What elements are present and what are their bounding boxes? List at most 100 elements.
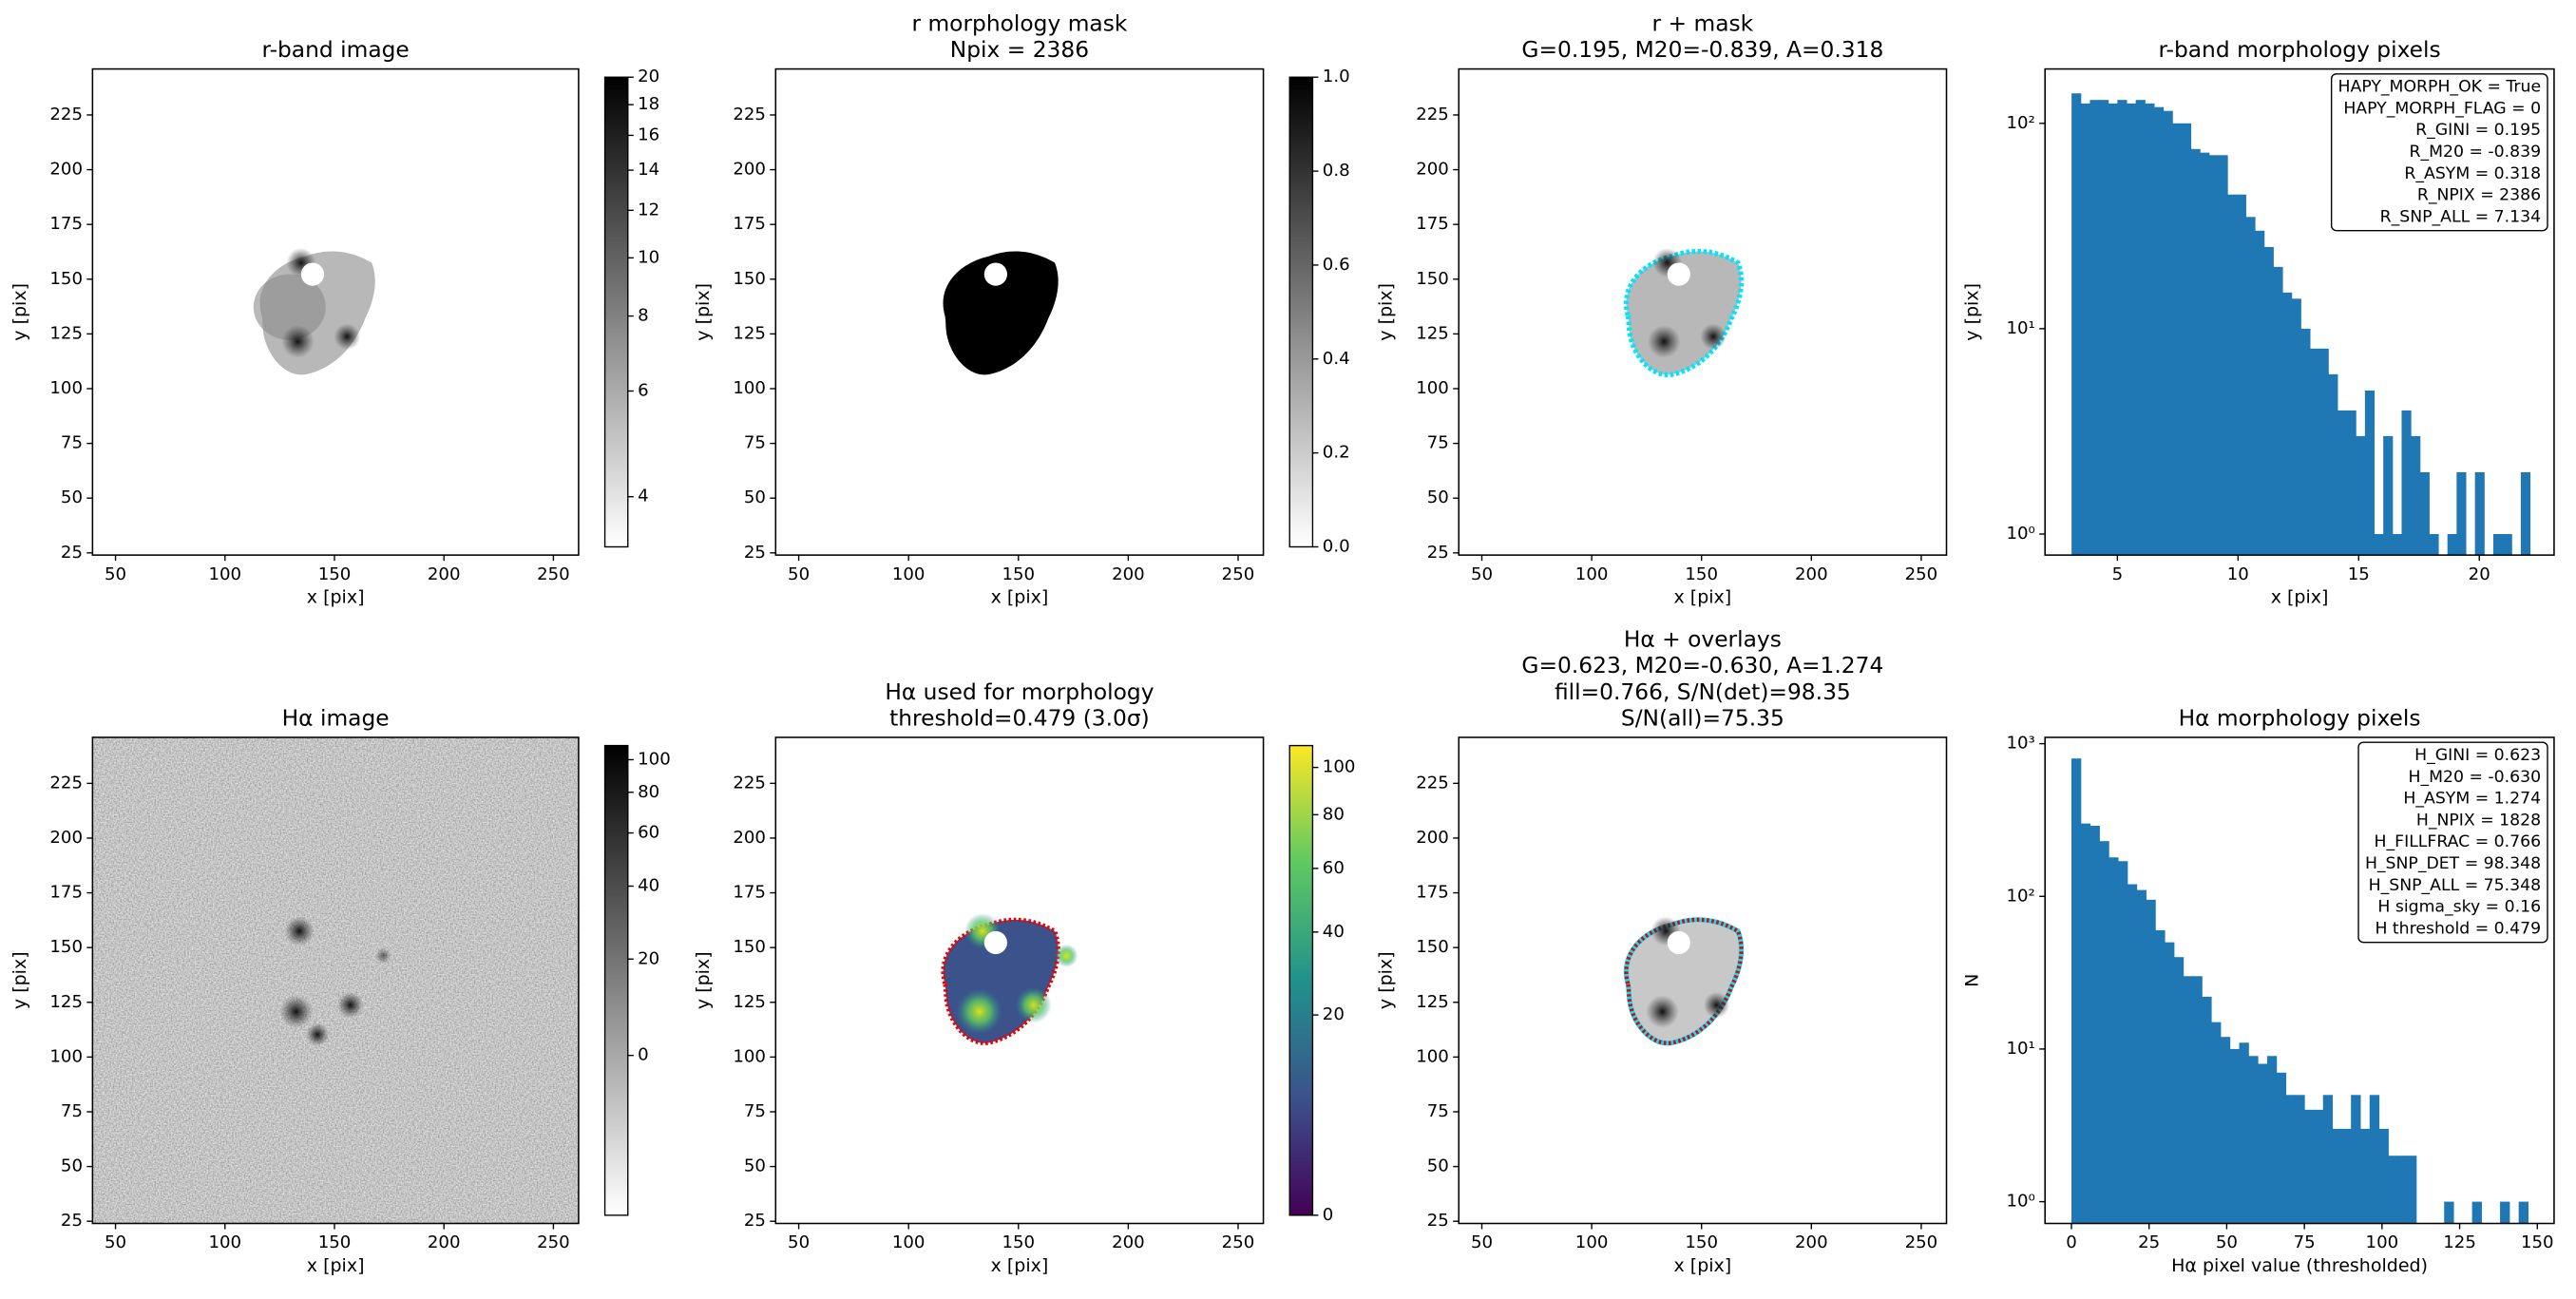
- y-tick-label: 125: [733, 992, 766, 1012]
- colorbar-tick-label: 0: [638, 1045, 649, 1065]
- bar: [2313, 1109, 2324, 1224]
- image-art: [1626, 247, 1741, 374]
- bar: [2099, 100, 2109, 556]
- blob: [284, 916, 315, 946]
- y-tick-label: 125: [733, 323, 766, 343]
- colorbar-tick-label: 40: [1323, 922, 1345, 942]
- y-tick-label: 10²: [2006, 886, 2034, 906]
- y-tick-label: 200: [733, 160, 766, 180]
- galaxy-core: [253, 274, 326, 340]
- annotation-line: H_SNP_ALL = 75.348: [2369, 876, 2541, 895]
- annotation-line: H sigma_sky = 0.16: [2377, 898, 2541, 917]
- x-tick-label: 5: [2112, 564, 2124, 584]
- bar: [2108, 103, 2118, 556]
- bar: [2500, 1201, 2510, 1224]
- y-tick-label: 150: [733, 269, 766, 289]
- bar: [2359, 1128, 2371, 1224]
- bar: [2309, 348, 2320, 556]
- y-tick-label: 10¹: [2006, 1039, 2034, 1059]
- bar: [2447, 534, 2457, 556]
- y-axis-label: y [pix]: [693, 951, 714, 1009]
- bar: [2300, 328, 2311, 556]
- annotation-line: HAPY_MORPH_FLAG = 0: [2343, 99, 2541, 118]
- bar: [2295, 1095, 2305, 1224]
- axes-frame: [1458, 736, 1948, 1225]
- annotation-line: H threshold = 0.479: [2375, 919, 2541, 938]
- colorbar: [1288, 744, 1314, 1216]
- y-tick-label: 175: [733, 883, 766, 903]
- x-tick-label: 50: [788, 564, 810, 584]
- y-tick-label: 175: [49, 214, 83, 234]
- y-tick-label: 10⁰: [2006, 524, 2034, 544]
- y-tick-label: 10¹: [2006, 318, 2034, 338]
- annotation-line: R_NPIX = 2386: [2417, 186, 2541, 205]
- chart-title: S/N(all)=75.35: [1621, 704, 1784, 731]
- blob: [281, 325, 315, 358]
- axes-frame: [2044, 67, 2555, 556]
- x-tick-label: 50: [105, 564, 126, 584]
- y-tick-label: 75: [744, 433, 766, 453]
- mask-hole: [983, 262, 1007, 286]
- y-axis-label: y [pix]: [10, 283, 30, 341]
- bar: [2401, 410, 2412, 556]
- x-tick-label: 250: [1222, 1232, 1255, 1252]
- chart-title: G=0.195, M20=-0.839, A=0.318: [1521, 36, 1883, 63]
- bar: [2397, 1156, 2408, 1224]
- x-tick-label: 250: [1905, 564, 1938, 584]
- x-tick-label: 100: [1575, 1232, 1609, 1252]
- bar: [2245, 217, 2256, 556]
- colorbar-tick-label: 0.0: [1323, 536, 1350, 556]
- y-tick-label: 10⁰: [2006, 1192, 2034, 1212]
- y-axis-label: y [pix]: [10, 951, 30, 1009]
- y-tick-label: 175: [49, 883, 83, 903]
- y-tick-label: 75: [1427, 1101, 1449, 1121]
- annotation-line: R_SNP_ALL = 7.134: [2380, 207, 2541, 226]
- axes-frame: [91, 736, 580, 1225]
- bar: [2211, 1022, 2222, 1224]
- x-tick-label: 200: [1795, 564, 1828, 584]
- blob: [1700, 323, 1727, 351]
- y-tick-label: 150: [1416, 269, 1449, 289]
- bar: [2183, 976, 2193, 1224]
- bar: [2200, 152, 2210, 556]
- bar: [2117, 100, 2128, 556]
- x-tick-label: 150: [1685, 1232, 1718, 1252]
- chart-title: G=0.623, M20=-0.630, A=1.274: [1521, 652, 1883, 678]
- bar: [2419, 471, 2430, 556]
- y-tick-label: 225: [49, 773, 83, 793]
- bar: [2263, 246, 2274, 556]
- y-tick-label: 100: [49, 1046, 83, 1066]
- colorbar-tick-label: 20: [1323, 1004, 1345, 1024]
- y-tick-label: 100: [49, 378, 83, 398]
- x-tick-label: 50: [1471, 1232, 1493, 1252]
- chart-title: r + mask: [1652, 10, 1754, 36]
- bar: [2071, 93, 2082, 556]
- mask-hole: [300, 262, 325, 286]
- x-tick-label: 200: [428, 1232, 461, 1252]
- y-tick-label: 50: [1427, 1156, 1449, 1176]
- x-tick-label: 200: [1112, 1232, 1145, 1252]
- x-axis-label: x [pix]: [991, 1255, 1049, 1276]
- annotation-line: H_SNP_DET = 98.348: [2365, 854, 2541, 873]
- y-tick-label: 225: [1416, 105, 1449, 124]
- y-tick-label: 225: [49, 105, 83, 124]
- y-axis-label: N: [1962, 974, 1983, 987]
- y-tick-label: 100: [733, 378, 766, 398]
- bar: [2165, 942, 2175, 1224]
- x-tick-label: 150: [1685, 564, 1718, 584]
- bar: [2304, 1109, 2315, 1224]
- bar: [2411, 435, 2421, 556]
- axes-frame: [774, 736, 1265, 1225]
- y-axis-label: y [pix]: [1962, 283, 1983, 341]
- y-tick-label: 200: [1416, 828, 1449, 848]
- annotation-line: H_FILLFRAC = 0.766: [2375, 832, 2542, 851]
- bar: [2332, 1128, 2342, 1224]
- y-tick-label: 150: [733, 937, 766, 957]
- bar: [2471, 1201, 2482, 1224]
- colorbar-tick-label: 60: [638, 823, 659, 843]
- bar: [2337, 410, 2348, 556]
- x-tick-label: 150: [2521, 1232, 2554, 1252]
- x-axis-label: x [pix]: [1674, 1255, 1732, 1276]
- chart-title: r-band image: [262, 36, 410, 63]
